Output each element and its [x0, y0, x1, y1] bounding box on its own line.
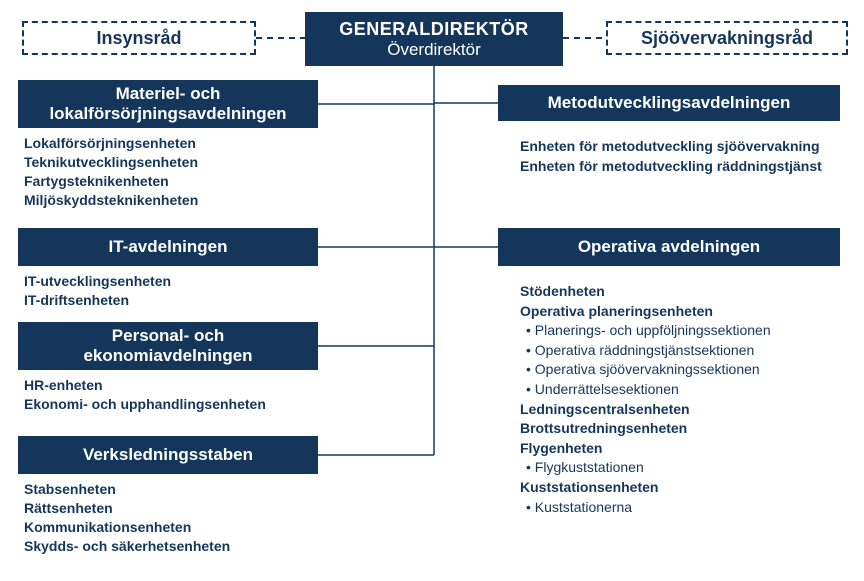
dept-left-2: IT-avdelningen [18, 228, 318, 266]
dept-right-1-sub: Enheten för metodutveckling sjöövervakni… [520, 137, 842, 176]
director-subtitle: Överdirektör [387, 40, 481, 60]
advisory-right-label: Sjöövervakningsråd [641, 28, 813, 49]
advisory-left-box: Insynsråd [22, 21, 256, 55]
advisory-left-label: Insynsråd [96, 28, 181, 49]
dept-right-2: Operativa avdelningen [498, 228, 840, 266]
director-box: GENERALDIREKTÖR Överdirektör [305, 12, 563, 66]
dept-right-2-sub: StödenhetenOperativa planeringsenhetenPl… [520, 282, 842, 517]
dept-left-1: Materiel- ochlokalförsörjningsavdelninge… [18, 80, 318, 128]
dept-left-4-units: StabsenhetenRättsenhetenKommunikationsen… [24, 480, 318, 556]
dept-left-3: Personal- ochekonomiavdelningen [18, 322, 318, 370]
dept-left-4: Verksledningsstaben [18, 436, 318, 474]
dept-left-1-units: LokalförsörjningsenhetenTeknikutveckling… [24, 134, 318, 210]
dept-left-2-units: IT-utvecklingsenhetenIT-driftsenheten [24, 272, 318, 310]
director-title: GENERALDIREKTÖR [339, 19, 529, 40]
dept-right-1: Metodutvecklingsavdelningen [498, 85, 840, 121]
dept-left-3-units: HR-enhetenEkonomi- och upphandlingsenhet… [24, 376, 318, 414]
advisory-right-box: Sjöövervakningsråd [606, 21, 848, 55]
